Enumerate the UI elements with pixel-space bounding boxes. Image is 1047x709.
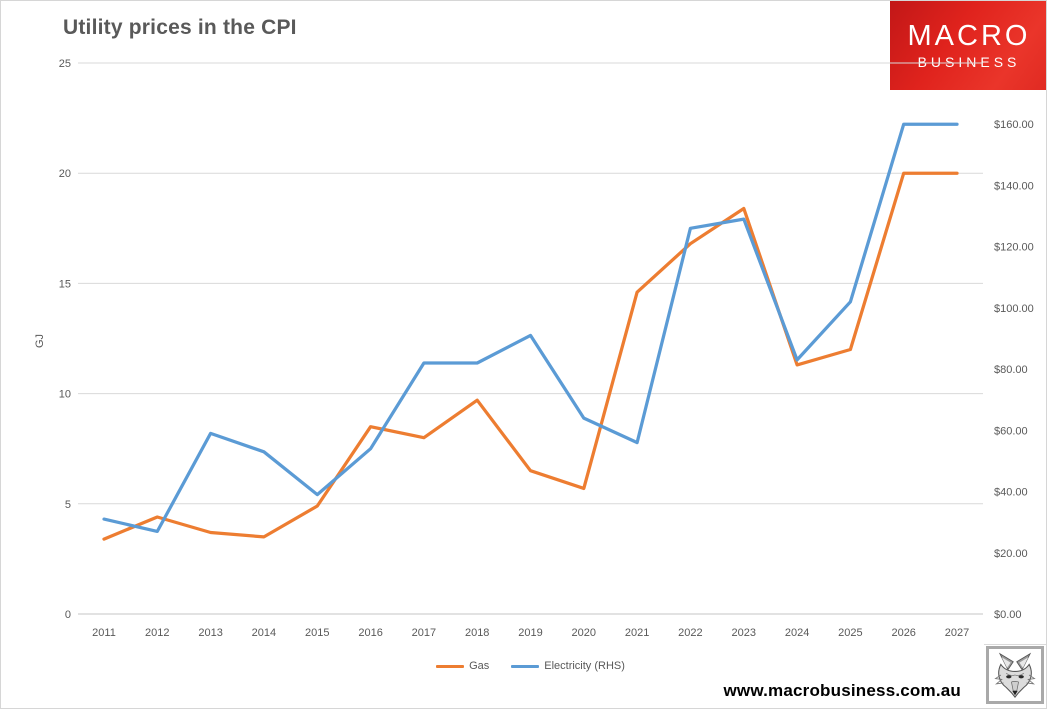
chart-legend: Gas Electricity (RHS) bbox=[78, 657, 983, 675]
x-axis-tick: 2022 bbox=[678, 627, 702, 639]
x-axis-tick: 2017 bbox=[412, 627, 436, 639]
gas-line-swatch-icon bbox=[436, 664, 465, 668]
x-axis-tick: 2018 bbox=[465, 627, 489, 639]
right-axis-tick: $140.00 bbox=[994, 180, 1034, 192]
x-axis-tick: 2025 bbox=[838, 627, 862, 639]
legend-item-gas: Gas bbox=[436, 660, 489, 672]
x-axis-tick: 2014 bbox=[252, 627, 276, 639]
left-axis-tick: 10 bbox=[59, 389, 71, 401]
right-axis-tick: $160.00 bbox=[994, 119, 1034, 131]
left-axis-title: GJ bbox=[34, 334, 46, 348]
chart-bottom-edge bbox=[984, 644, 1046, 645]
left-axis-tick: 25 bbox=[59, 58, 71, 70]
right-axis-tick: $120.00 bbox=[994, 242, 1034, 254]
electricity-line-swatch-icon bbox=[511, 664, 540, 668]
legend-item-electricity: Electricity (RHS) bbox=[511, 660, 625, 672]
x-axis-tick: 2026 bbox=[891, 627, 915, 639]
right-axis-tick: $20.00 bbox=[994, 548, 1028, 560]
x-axis-tick: 2024 bbox=[785, 627, 809, 639]
right-axis-tick: $80.00 bbox=[994, 364, 1028, 376]
x-axis-tick: 2023 bbox=[732, 627, 756, 639]
wolf-sketch-icon bbox=[994, 652, 1036, 698]
series-line-electricity bbox=[102, 122, 959, 534]
right-axis-tick: $100.00 bbox=[994, 303, 1034, 315]
macrobusiness-logo: MACRO BUSINESS bbox=[890, 1, 1046, 90]
chart-title: Utility prices in the CPI bbox=[63, 16, 297, 39]
left-axis-tick: 0 bbox=[65, 609, 71, 621]
x-axis-tick: 2013 bbox=[198, 627, 222, 639]
x-axis-tick: 2012 bbox=[145, 627, 169, 639]
left-axis-tick: 20 bbox=[59, 168, 71, 180]
left-axis-tick: 15 bbox=[59, 278, 71, 290]
x-axis-tick: 2015 bbox=[305, 627, 329, 639]
site-url: www.macrobusiness.com.au bbox=[723, 681, 961, 700]
logo-text-macro: MACRO bbox=[907, 20, 1031, 53]
x-axis-tick: 2016 bbox=[358, 627, 382, 639]
series-line-gas bbox=[102, 171, 959, 541]
x-axis-tick: 2021 bbox=[625, 627, 649, 639]
x-axis-tick: 2020 bbox=[572, 627, 596, 639]
x-axis-tick: 2019 bbox=[518, 627, 542, 639]
x-axis-tick: 2027 bbox=[945, 627, 969, 639]
wolf-logo-frame bbox=[986, 646, 1044, 704]
logo-text-business: BUSINESS bbox=[917, 53, 1021, 70]
right-axis-tick: $40.00 bbox=[994, 487, 1028, 499]
left-axis-tick: 5 bbox=[65, 499, 71, 511]
x-axis-tick: 2011 bbox=[92, 627, 116, 639]
right-axis-tick: $0.00 bbox=[994, 609, 1022, 621]
legend-label-electricity: Electricity (RHS) bbox=[544, 660, 625, 672]
right-axis-tick: $60.00 bbox=[994, 425, 1028, 437]
legend-label-gas: Gas bbox=[469, 660, 490, 672]
